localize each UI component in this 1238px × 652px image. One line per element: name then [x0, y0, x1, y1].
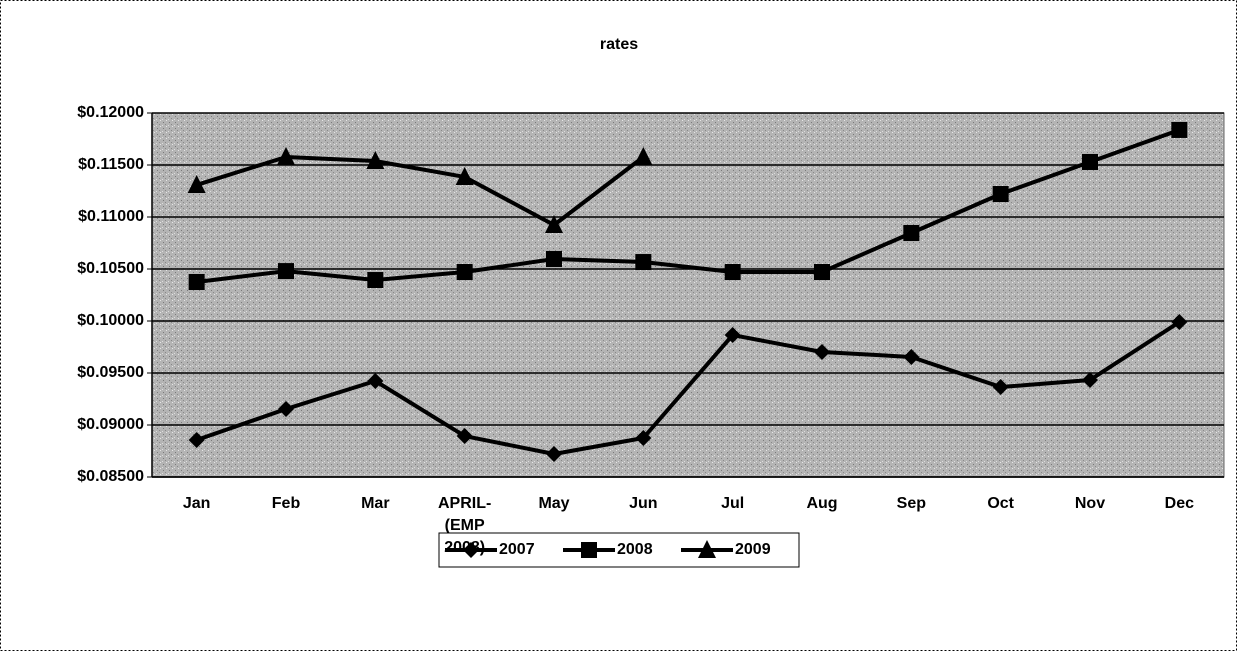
marker [635, 430, 652, 446]
marker [277, 146, 295, 165]
x-tick-label: Jul [721, 495, 745, 512]
marker [188, 431, 205, 448]
x-tick-label: Mar [361, 495, 390, 512]
legend-box [438, 532, 800, 568]
x-tick-label: Oct [987, 495, 1014, 512]
y-tick-label: $0.12000 [77, 104, 144, 121]
chart-title: rates [600, 36, 638, 53]
marker [814, 343, 830, 360]
marker [814, 264, 830, 281]
y-tick-label: $0.09500 [77, 364, 144, 381]
marker [546, 251, 562, 268]
marker [367, 272, 384, 289]
x-tick-label: Feb [271, 495, 301, 512]
x-tick-label: Aug [806, 495, 838, 512]
marker [1171, 314, 1188, 331]
marker [635, 254, 652, 271]
marker [545, 215, 563, 234]
x-tick-label: APRIL-(EMP 2008) [437, 495, 492, 556]
legend-label: 2007 [499, 541, 535, 558]
marker [456, 428, 473, 445]
marker [698, 540, 716, 558]
plot-area [151, 112, 1225, 478]
y-tick-label: $0.08500 [77, 468, 144, 485]
y-tick-label: $0.11000 [78, 208, 144, 225]
marker [278, 263, 294, 280]
marker [581, 542, 597, 558]
marker [1171, 121, 1188, 138]
x-tick-label: Jan [182, 495, 211, 512]
marker [1082, 371, 1098, 388]
marker [903, 348, 920, 365]
legend-label: 2009 [735, 541, 771, 558]
marker [456, 264, 473, 281]
marker [634, 146, 653, 165]
y-tick-label: $0.10000 [77, 312, 144, 329]
legend-label: 2008 [617, 541, 653, 558]
y-tick-label: $0.09000 [77, 416, 144, 433]
x-tick-label: Dec [1164, 495, 1194, 512]
series-line [196, 154, 645, 228]
marker [366, 151, 385, 170]
marker [1082, 153, 1098, 170]
x-tick-label: Jun [629, 495, 658, 512]
marker [187, 174, 206, 193]
marker [992, 186, 1009, 203]
marker [724, 327, 741, 344]
marker [463, 542, 479, 558]
marker [903, 225, 920, 242]
marker [455, 166, 474, 185]
marker [546, 446, 562, 463]
series-line [196, 320, 1181, 457]
marker [992, 379, 1009, 396]
y-tick-label: $0.10500 [77, 260, 144, 277]
marker [367, 373, 384, 390]
x-tick-label: May [538, 495, 570, 512]
marker [188, 274, 205, 290]
y-tick-label: $0.11500 [78, 156, 144, 173]
x-tick-label: Nov [1074, 495, 1106, 512]
marker [278, 400, 294, 417]
marker [724, 264, 741, 281]
x-tick-label: Sep [896, 495, 926, 512]
series-line [196, 128, 1181, 284]
